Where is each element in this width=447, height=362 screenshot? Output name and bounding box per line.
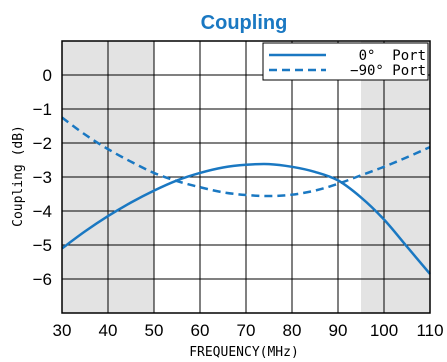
y-tick-label: 0 [43, 66, 52, 85]
series-line-0deg-port [61, 162, 431, 275]
x-tick-label: 30 [53, 321, 72, 340]
x-tick-label: 60 [191, 321, 210, 340]
x-tick-labels: 30 40 50 60 70 80 90 100 110 [53, 321, 444, 340]
y-tick-label: −1 [33, 100, 52, 119]
x-axis-label: FREQUENCY(MHz) [189, 345, 299, 360]
y-tick-label: −5 [33, 236, 52, 255]
y-axis-label: Coupling (dB) [11, 125, 26, 227]
legend-label-0deg: 0° Port [359, 48, 426, 64]
x-tick-label: 70 [237, 321, 256, 340]
x-tick-label: 100 [370, 321, 398, 340]
y-tick-label: −6 [33, 270, 52, 289]
legend: 0° Port −90° Port [262, 42, 429, 81]
legend-box [262, 42, 429, 81]
y-tick-label: −4 [33, 202, 52, 221]
series-lines [61, 116, 431, 275]
x-tick-label: 90 [329, 321, 348, 340]
y-tick-label: −2 [33, 134, 52, 153]
plot-frame [61, 40, 431, 314]
series-line-90deg-port [61, 116, 431, 198]
chart-title: Coupling [201, 12, 288, 34]
x-tick-label: 110 [416, 321, 443, 340]
y-tick-labels: 0 −1 −2 −3 −4 −5 −6 [33, 66, 52, 289]
x-tick-label: 40 [99, 321, 118, 340]
x-tick-label: 80 [283, 321, 302, 340]
legend-label-90deg: −90° Port [350, 63, 426, 79]
y-tick-label: −3 [33, 168, 52, 187]
x-tick-label: 50 [145, 321, 164, 340]
